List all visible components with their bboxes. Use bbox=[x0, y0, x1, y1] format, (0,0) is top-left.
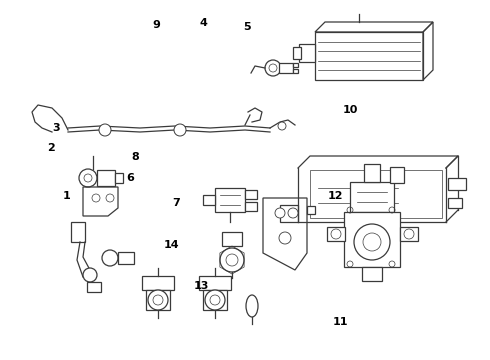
Bar bbox=[293, 47, 301, 59]
Bar bbox=[390, 167, 404, 183]
Bar bbox=[299, 44, 315, 62]
Bar bbox=[307, 206, 315, 214]
Circle shape bbox=[220, 248, 244, 272]
Bar bbox=[199, 276, 231, 290]
Text: 14: 14 bbox=[164, 240, 179, 250]
Circle shape bbox=[265, 60, 281, 76]
Circle shape bbox=[83, 268, 97, 282]
Text: 2: 2 bbox=[48, 143, 55, 153]
Circle shape bbox=[404, 229, 414, 239]
Bar bbox=[142, 276, 174, 290]
Bar bbox=[293, 69, 298, 73]
Circle shape bbox=[269, 64, 277, 72]
Circle shape bbox=[148, 290, 168, 310]
Bar bbox=[448, 198, 462, 208]
Bar bbox=[344, 212, 400, 267]
Circle shape bbox=[84, 174, 92, 182]
Bar bbox=[400, 227, 418, 241]
Circle shape bbox=[102, 250, 118, 266]
Bar bbox=[222, 232, 242, 246]
Circle shape bbox=[275, 208, 285, 218]
Circle shape bbox=[153, 295, 163, 305]
Circle shape bbox=[106, 194, 114, 202]
Text: 3: 3 bbox=[52, 123, 60, 133]
Bar bbox=[327, 227, 345, 241]
Bar bbox=[203, 195, 215, 205]
Bar bbox=[279, 63, 293, 73]
Bar bbox=[97, 170, 115, 186]
Text: 4: 4 bbox=[199, 18, 207, 28]
Circle shape bbox=[205, 290, 225, 310]
Bar bbox=[245, 202, 257, 211]
Circle shape bbox=[226, 254, 238, 266]
Bar bbox=[71, 222, 85, 242]
Bar bbox=[118, 252, 134, 264]
Bar bbox=[215, 188, 245, 212]
Text: 7: 7 bbox=[172, 198, 180, 208]
Ellipse shape bbox=[246, 295, 258, 317]
Circle shape bbox=[278, 122, 286, 130]
Circle shape bbox=[99, 124, 111, 136]
Text: 10: 10 bbox=[343, 105, 358, 115]
Circle shape bbox=[331, 229, 341, 239]
Bar bbox=[315, 32, 423, 80]
Bar bbox=[293, 63, 298, 67]
Circle shape bbox=[279, 232, 291, 244]
Text: 9: 9 bbox=[153, 20, 161, 30]
Bar bbox=[364, 164, 380, 182]
Text: 12: 12 bbox=[328, 191, 343, 201]
Bar bbox=[203, 290, 227, 310]
Bar bbox=[362, 267, 382, 281]
Bar bbox=[115, 173, 123, 183]
Text: 5: 5 bbox=[244, 22, 251, 32]
Text: 6: 6 bbox=[126, 173, 134, 183]
Bar bbox=[245, 190, 257, 199]
Text: 13: 13 bbox=[193, 281, 209, 291]
Circle shape bbox=[288, 208, 298, 218]
Circle shape bbox=[174, 124, 186, 136]
Circle shape bbox=[354, 224, 390, 260]
Circle shape bbox=[92, 194, 100, 202]
Bar bbox=[350, 182, 394, 212]
Bar bbox=[87, 282, 101, 292]
Text: 1: 1 bbox=[62, 191, 70, 201]
Text: 11: 11 bbox=[333, 317, 348, 327]
Bar bbox=[448, 178, 466, 190]
Bar bbox=[310, 170, 442, 218]
Bar bbox=[146, 290, 170, 310]
Circle shape bbox=[79, 169, 97, 187]
Circle shape bbox=[363, 233, 381, 251]
Circle shape bbox=[210, 295, 220, 305]
Text: 8: 8 bbox=[131, 152, 139, 162]
